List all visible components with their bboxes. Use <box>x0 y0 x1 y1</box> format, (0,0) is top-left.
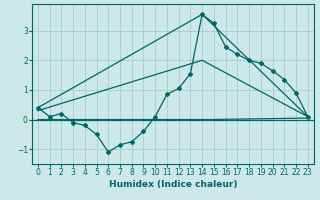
X-axis label: Humidex (Indice chaleur): Humidex (Indice chaleur) <box>108 180 237 189</box>
